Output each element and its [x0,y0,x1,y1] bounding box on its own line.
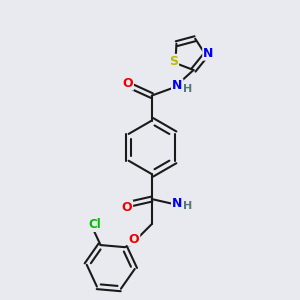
Text: N: N [203,47,214,60]
Text: H: H [183,84,193,94]
Text: O: O [122,76,133,90]
Text: H: H [183,201,193,211]
Text: N: N [172,79,182,92]
Text: Cl: Cl [88,218,101,231]
Text: O: O [129,233,139,246]
Text: N: N [172,197,182,210]
Text: O: O [122,201,132,214]
Text: S: S [169,55,178,68]
